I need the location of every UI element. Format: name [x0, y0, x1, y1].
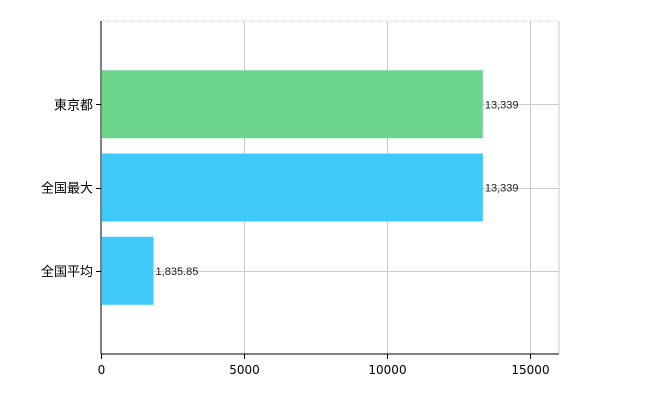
bar-1 — [102, 153, 483, 222]
data-label-2: 1,835.85 — [156, 266, 199, 278]
bars — [102, 70, 483, 305]
bar-2 — [102, 236, 154, 305]
category-label-0: 東京都 — [54, 97, 93, 113]
x-tick-label-15000: 15000 — [511, 363, 549, 377]
data-labels: 13,339 13,339 1,835.85 — [156, 99, 519, 278]
data-label-0: 13,339 — [485, 99, 519, 111]
x-tick-label-10000: 10000 — [368, 363, 406, 377]
category-label-1: 全国最大 — [41, 181, 93, 197]
x-tick-label-0: 0 — [98, 363, 106, 377]
bar-0 — [102, 70, 483, 139]
axes — [100, 21, 559, 355]
category-label-2: 全国平均 — [41, 264, 93, 280]
x-axis-ticks: 0 5000 10000 15000 — [98, 354, 550, 377]
x-tick-label-5000: 5000 — [229, 363, 260, 377]
data-label-1: 13,339 — [485, 183, 519, 195]
